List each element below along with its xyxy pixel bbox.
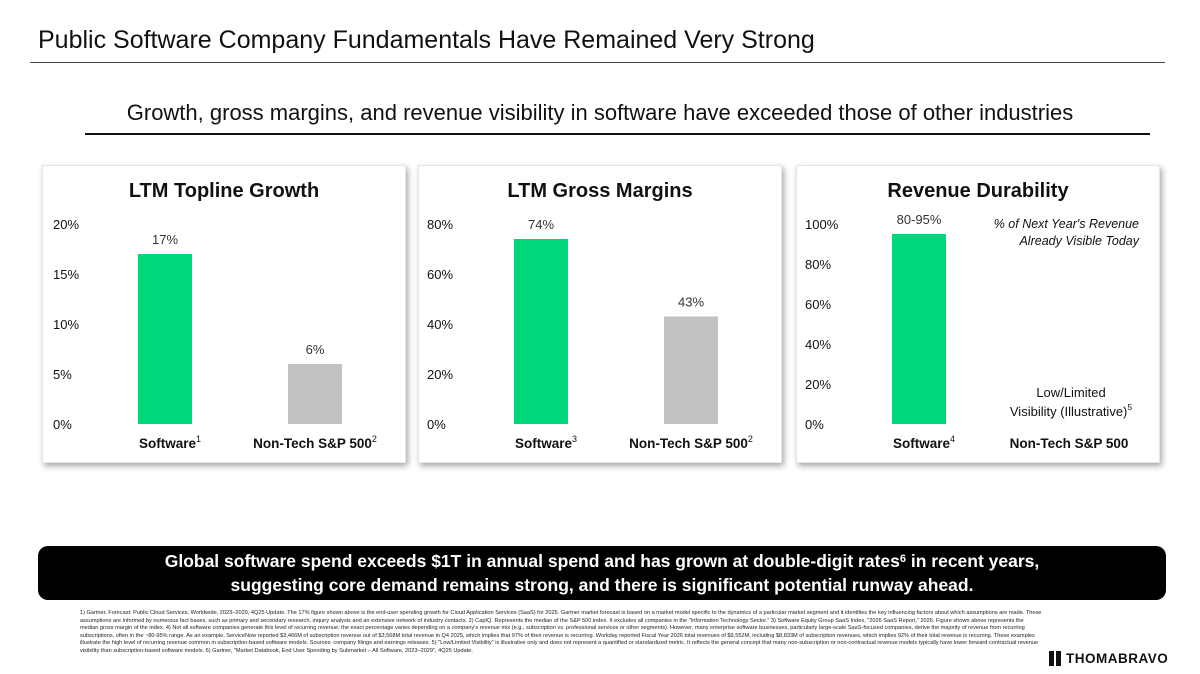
banner-line-2: suggesting core demand remains strong, a… — [230, 575, 974, 595]
title-divider — [30, 62, 1165, 63]
category-footnote-ref: 2 — [372, 434, 377, 444]
logo-mark-icon — [1049, 650, 1061, 666]
bar-software — [892, 234, 946, 424]
page-subtitle: Growth, gross margins, and revenue visib… — [126, 100, 1074, 125]
bar-software — [138, 254, 192, 424]
category-footnote-ref: 2 — [748, 434, 753, 444]
y-tick-label: 80% — [427, 217, 453, 232]
chart-panel-topline-growth: LTM Topline Growth 0% 5% 10% 15% 20% 17% 6% Soft… — [42, 165, 406, 463]
category-footnote-ref: 1 — [196, 434, 201, 444]
subtitle-divider — [85, 133, 1150, 135]
chart-svg: Revenue Durability 0% 20% 40% 60% 80% 100% 80-9… — [805, 180, 1140, 451]
category-label: Software3 — [515, 434, 577, 451]
data-label: 6% — [306, 342, 325, 357]
bar-non-tech-sp500 — [288, 364, 342, 424]
chart-title: LTM Topline Growth — [129, 180, 319, 202]
y-tick-label: 15% — [53, 267, 79, 282]
y-tick-label: 100% — [805, 217, 839, 232]
y-tick-label: 60% — [427, 267, 453, 282]
footnotes: 1) Gartner, Forecast: Public Cloud Servi… — [80, 610, 1042, 654]
category-label: Software1 — [139, 434, 201, 451]
chart-svg: LTM Gross Margins 0% 20% 40% 60% 80% 74% 43% Sof… — [427, 180, 753, 451]
bar-non-tech-sp500 — [664, 316, 718, 424]
bar-software — [514, 239, 568, 424]
y-tick-label: 10% — [53, 317, 79, 332]
banner-line-1: Global software spend exceeds $1T in ann… — [38, 549, 1166, 573]
data-label: 80-95% — [897, 212, 942, 227]
category-label: Non-Tech S&P 5002 — [629, 434, 753, 451]
data-label: 43% — [678, 295, 704, 310]
y-tick-label: 0% — [427, 417, 446, 432]
category-label: Software4 — [893, 434, 955, 451]
y-tick-label: 0% — [53, 417, 72, 432]
y-tick-label: 40% — [805, 337, 831, 352]
y-tick-label: 20% — [805, 377, 831, 392]
page-title: Public Software Company Fundamentals Hav… — [38, 26, 815, 54]
chart-title: Revenue Durability — [887, 180, 1069, 202]
chart-svg: LTM Topline Growth 0% 5% 10% 15% 20% 17% 6% Soft… — [53, 180, 377, 451]
category-label: Non-Tech S&P 5002 — [253, 434, 377, 451]
y-tick-label: 5% — [53, 367, 72, 382]
y-tick-label: 0% — [805, 417, 824, 432]
chart-panel-gross-margins: LTM Gross Margins 0% 20% 40% 60% 80% 74% 43% Sof… — [418, 165, 782, 463]
y-tick-label: 80% — [805, 257, 831, 272]
annotation-text: % of Next Year's Revenue — [994, 217, 1139, 231]
illustrative-label: Low/Limited — [1036, 385, 1105, 400]
banner-footnote-ref: 6 — [899, 553, 906, 565]
banner-line-1-text: Global software spend exceeds $1T in ann… — [164, 551, 900, 571]
illustrative-footnote-ref: 5 — [1127, 402, 1132, 412]
logo-text: THOMABRAVO — [1066, 650, 1169, 666]
data-label: 74% — [528, 217, 554, 232]
category-label: Non-Tech S&P 500 — [1010, 436, 1129, 451]
category-footnote-ref: 3 — [572, 434, 577, 444]
chart-title: LTM Gross Margins — [507, 180, 692, 202]
y-tick-label: 20% — [53, 217, 79, 232]
y-tick-label: 20% — [427, 367, 453, 382]
key-takeaway-banner: Global software spend exceeds $1T in ann… — [38, 546, 1166, 600]
y-tick-label: 60% — [805, 297, 831, 312]
annotation-text: Already Visible Today — [1018, 234, 1139, 248]
illustrative-label: Visibility (Illustrative)5 — [1010, 402, 1133, 419]
chart-panel-revenue-durability: Revenue Durability 0% 20% 40% 60% 80% 100% 80-9… — [796, 165, 1160, 463]
category-footnote-ref: 4 — [950, 434, 955, 444]
y-tick-label: 40% — [427, 317, 453, 332]
thoma-bravo-logo: THOMABRAVO — [1049, 648, 1168, 668]
banner-line-1-end: in recent years, — [906, 551, 1040, 571]
data-label: 17% — [152, 232, 178, 247]
